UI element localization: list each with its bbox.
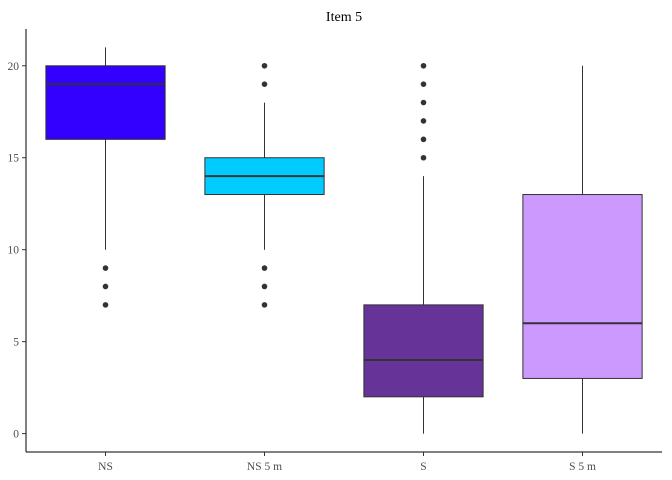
box-iqr bbox=[522, 194, 643, 379]
y-tick-label: 20 bbox=[8, 61, 20, 73]
x-tick-label: S 5 m bbox=[569, 461, 596, 473]
outlier-point bbox=[102, 283, 109, 290]
outlier-point bbox=[261, 62, 268, 69]
box-group bbox=[363, 62, 484, 434]
plot-area bbox=[45, 47, 643, 434]
box-iqr bbox=[45, 65, 166, 140]
x-tick-label: NS 5 m bbox=[247, 461, 282, 473]
outlier-point bbox=[420, 81, 427, 87]
y-tick-label: 15 bbox=[8, 153, 20, 165]
outlier-point bbox=[261, 265, 268, 271]
outlier-point bbox=[102, 302, 109, 308]
chart-title: Item 5 bbox=[326, 10, 362, 25]
y-tick-label: 0 bbox=[13, 429, 19, 441]
x-tick-label: NS bbox=[98, 461, 113, 473]
outlier-point bbox=[261, 81, 268, 87]
outlier-point bbox=[420, 62, 427, 69]
outlier-point bbox=[261, 283, 268, 290]
outlier-point bbox=[102, 265, 109, 271]
y-tick-label: 10 bbox=[8, 245, 20, 257]
x-tick-label: S bbox=[420, 461, 426, 473]
outlier-point bbox=[420, 154, 427, 161]
y-axis-ticks: 0 5 10 15 20 bbox=[8, 61, 26, 441]
box-group bbox=[522, 65, 643, 434]
x-axis-ticks: NS NS 5 m S S 5 m bbox=[98, 452, 596, 473]
box-group bbox=[45, 47, 166, 308]
box-group bbox=[204, 62, 325, 308]
outlier-point bbox=[420, 99, 427, 106]
outlier-point bbox=[420, 136, 427, 143]
y-tick-label: 5 bbox=[13, 337, 19, 349]
outlier-point bbox=[420, 118, 427, 124]
outlier-point bbox=[261, 302, 268, 308]
box-iqr bbox=[363, 304, 484, 398]
